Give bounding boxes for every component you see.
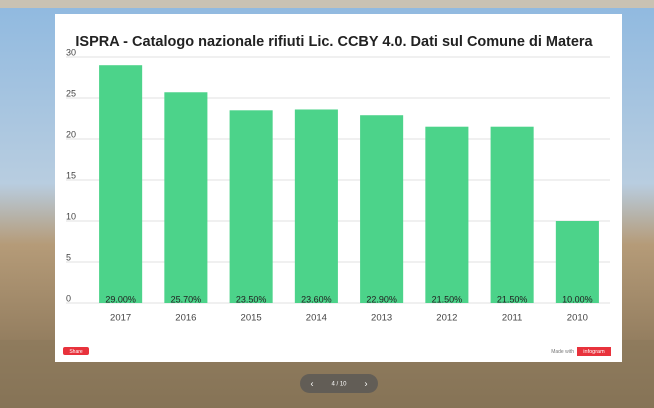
value-label: 21.50% xyxy=(497,294,528,304)
bar xyxy=(164,92,208,303)
value-label: 21.50% xyxy=(432,294,463,304)
brand-label[interactable]: infogram xyxy=(583,349,605,355)
bar xyxy=(99,65,143,303)
value-label: 23.50% xyxy=(236,294,267,304)
value-label: 25.70% xyxy=(171,294,202,304)
y-tick-label: 0 xyxy=(66,293,71,303)
y-tick-label: 25 xyxy=(66,88,76,98)
bar xyxy=(425,126,469,303)
bar xyxy=(229,110,273,303)
bar xyxy=(294,109,338,303)
y-tick-label: 20 xyxy=(66,129,76,139)
value-label: 23.60% xyxy=(301,294,332,304)
x-tick-label: 2014 xyxy=(306,313,327,324)
x-tick-label: 2012 xyxy=(436,313,457,324)
y-tick-label: 30 xyxy=(66,47,76,57)
value-label: 29.00% xyxy=(105,294,136,304)
bar xyxy=(490,126,534,303)
share-label[interactable]: Share xyxy=(69,349,83,355)
x-tick-label: 2011 xyxy=(502,313,522,324)
brand-badge[interactable] xyxy=(577,347,611,356)
pager xyxy=(300,374,378,393)
y-tick-label: 15 xyxy=(66,170,76,180)
bar xyxy=(555,221,599,303)
x-tick-label: 2013 xyxy=(371,313,392,324)
background-top xyxy=(0,0,654,8)
chart-title: ISPRA - Catalogo nazionale rifiuti Lic. … xyxy=(75,34,593,50)
prev-arrow[interactable]: ‹ xyxy=(311,378,314,388)
share-button[interactable] xyxy=(63,347,89,355)
y-tick-label: 5 xyxy=(66,252,71,262)
x-tick-label: 2015 xyxy=(241,313,262,324)
bar xyxy=(360,115,404,303)
value-label: 22.90% xyxy=(366,294,397,304)
made-with: Made with xyxy=(551,349,574,355)
y-tick-label: 10 xyxy=(66,211,76,221)
next-arrow[interactable]: › xyxy=(365,378,368,388)
x-tick-label: 2010 xyxy=(567,313,588,324)
pager-label: 4 / 10 xyxy=(331,382,347,388)
x-tick-label: 2016 xyxy=(175,313,196,324)
x-tick-label: 2017 xyxy=(110,313,131,324)
value-label: 10.00% xyxy=(562,294,593,304)
